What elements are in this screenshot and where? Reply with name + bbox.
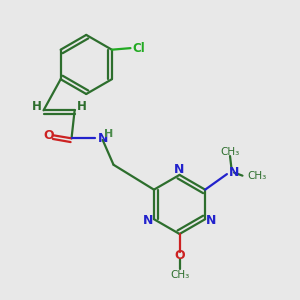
Text: N: N bbox=[229, 166, 239, 179]
Text: N: N bbox=[173, 163, 184, 176]
Text: N: N bbox=[206, 214, 216, 227]
Text: Cl: Cl bbox=[133, 42, 146, 55]
Text: H: H bbox=[32, 100, 42, 113]
Text: N: N bbox=[143, 214, 154, 227]
Text: CH₃: CH₃ bbox=[247, 171, 266, 181]
Text: H: H bbox=[76, 100, 86, 113]
Text: O: O bbox=[174, 249, 185, 262]
Text: H: H bbox=[103, 129, 113, 139]
Text: O: O bbox=[43, 129, 53, 142]
Text: CH₃: CH₃ bbox=[220, 147, 240, 157]
Text: CH₃: CH₃ bbox=[170, 270, 189, 280]
Text: N: N bbox=[98, 132, 108, 145]
